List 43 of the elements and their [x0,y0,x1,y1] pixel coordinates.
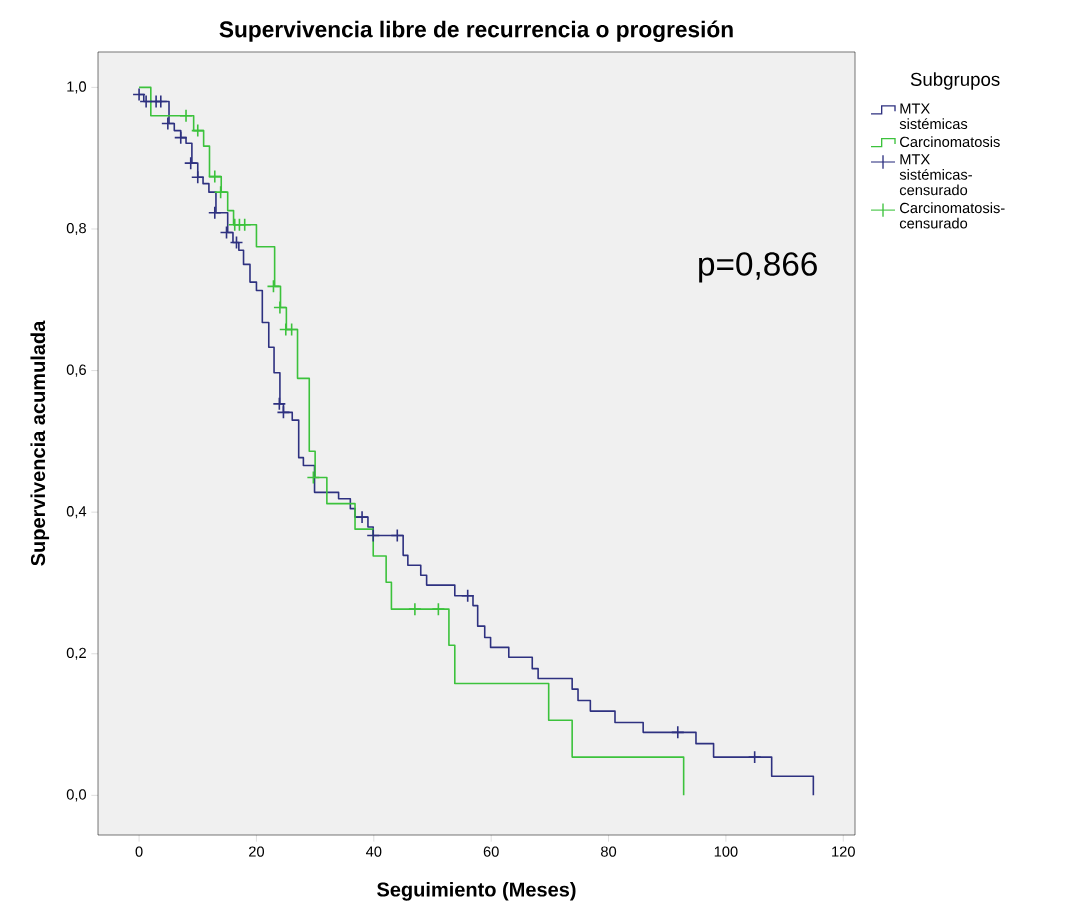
point [390,528,405,543]
x-tick-label: 60 [483,846,499,857]
point [173,130,188,145]
point [366,528,381,543]
y-tick-label: 0,6 [66,364,86,377]
y-tick-label: 1,0 [67,81,87,94]
point [431,602,446,616]
y-tick-label: 0,8 [66,222,86,236]
point [219,225,234,240]
y-tick-label: 0,0 [66,789,87,802]
y-tick-label: 0,4 [66,506,87,519]
point [190,123,205,138]
legend-label: Carcinomatosis-censurado [899,202,1005,229]
x-tick-label: 40 [365,846,382,857]
point [273,300,287,315]
point [460,588,475,603]
point [213,185,228,199]
x-axis-title: Seguimiento (Meses) [377,881,576,901]
point [183,156,198,170]
legend-label: MTX sistémicas [899,103,968,130]
point [284,322,299,337]
point [229,235,244,250]
point [306,470,321,485]
point [153,94,168,109]
point [747,750,762,764]
point [266,279,281,294]
x-tick-label: 20 [249,846,265,857]
point [670,725,685,740]
legend-label: Carcinomatosis [900,136,1000,148]
y-axis-title: Supervivencia acumulada [30,320,50,566]
y-tick-label: 0,2 [66,647,86,660]
point [190,170,205,185]
annotation: p=0,866 [699,252,817,283]
chart-title: Supervivencia libre de recurrencia o progresión [219,20,733,42]
x-tick-label: 120 [832,846,855,857]
point [207,205,222,220]
x-tick-label: 0 [135,846,143,857]
point [161,116,175,131]
legend-title: Subgrupos [910,72,1000,90]
x-tick-label: 80 [601,846,617,857]
x-tick-label: 100 [714,846,738,857]
legend-label: MTX sistémicas-censurado [899,154,972,196]
point [207,169,222,184]
